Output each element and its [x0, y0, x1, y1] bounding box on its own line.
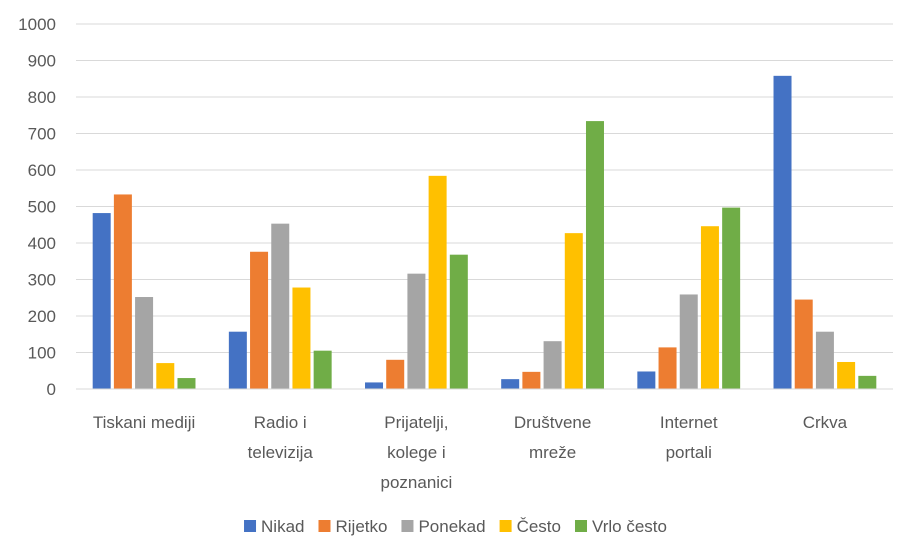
x-category-label: Tiskani mediji — [93, 413, 195, 432]
bar-rijetko-0 — [113, 194, 132, 389]
x-category-label: mreže — [529, 443, 576, 462]
bar-često-1 — [292, 287, 311, 389]
legend-label: Nikad — [261, 517, 304, 536]
x-axis: Tiskani mediji Radio i televizija Prijatelj… — [76, 388, 893, 492]
bar-rijetko-1 — [250, 251, 269, 389]
y-tick-label: 300 — [28, 271, 56, 290]
legend-label: Često — [517, 517, 561, 536]
y-tick-label: 400 — [28, 234, 56, 253]
bar-nikad-3 — [501, 379, 520, 389]
legend-swatch-nikad — [244, 520, 257, 532]
bar-nikad-5 — [773, 75, 792, 389]
bar-često-0 — [156, 363, 175, 389]
x-category-label: Prijatelji, — [384, 413, 448, 432]
x-category-label: kolege i — [387, 443, 446, 462]
bar-ponekad-2 — [407, 273, 426, 389]
bar-nikad-4 — [637, 371, 656, 389]
bar-ponekad-1 — [271, 223, 290, 389]
x-category-label: Društvene — [514, 413, 591, 432]
bar-vrlo-često-2 — [449, 254, 468, 389]
x-category-label: Internet — [660, 413, 718, 432]
bar-ponekad-4 — [679, 294, 698, 389]
legend-swatch-vrlo-često — [575, 520, 588, 532]
bar-ponekad-5 — [815, 331, 834, 389]
y-tick-label: 700 — [28, 125, 56, 144]
legend-label: Ponekad — [418, 517, 485, 536]
y-tick-label: 500 — [28, 198, 56, 217]
legend: Nikad Rijetko Ponekad Često Vrlo često — [244, 517, 667, 536]
bar-rijetko-3 — [522, 371, 541, 389]
bars — [92, 75, 877, 389]
bar-ponekad-0 — [135, 297, 154, 389]
bar-često-2 — [428, 175, 447, 389]
x-category-label: Radio i — [254, 413, 307, 432]
x-category-label: televizija — [248, 443, 314, 462]
bar-vrlo-često-5 — [858, 375, 877, 389]
legend-swatch-često — [499, 520, 512, 532]
legend-swatch-ponekad — [401, 520, 414, 532]
bar-rijetko-5 — [794, 299, 813, 389]
legend-label: Vrlo često — [592, 517, 667, 536]
y-tick-label: 0 — [47, 380, 56, 399]
bar-često-4 — [700, 226, 719, 389]
bar-nikad-2 — [365, 382, 384, 389]
bar-rijetko-4 — [658, 347, 677, 389]
y-tick-label: 100 — [28, 344, 56, 363]
legend-label: Rijetko — [335, 517, 387, 536]
y-tick-label: 1000 — [18, 15, 56, 34]
y-tick-label: 600 — [28, 161, 56, 180]
bar-često-3 — [564, 233, 583, 389]
x-category-label: poznanici — [381, 473, 453, 492]
bar-rijetko-2 — [386, 359, 405, 389]
y-tick-label: 800 — [28, 88, 56, 107]
x-category-label: portali — [666, 443, 712, 462]
bar-često-5 — [837, 361, 856, 389]
bar-nikad-1 — [228, 331, 247, 389]
y-tick-label: 900 — [28, 52, 56, 71]
y-tick-label: 200 — [28, 307, 56, 326]
gridlines — [76, 23, 893, 390]
x-category-label: Crkva — [803, 413, 848, 432]
legend-swatch-rijetko — [318, 520, 331, 532]
y-axis: 0 100 200 300 400 500 600 700 800 900 1000 — [18, 15, 56, 399]
bar-vrlo-često-4 — [722, 207, 741, 389]
bar-vrlo-često-1 — [313, 350, 332, 389]
bar-nikad-0 — [92, 213, 111, 389]
bar-ponekad-3 — [543, 341, 562, 389]
bar-vrlo-često-0 — [177, 378, 196, 389]
bar-vrlo-često-3 — [585, 121, 604, 389]
